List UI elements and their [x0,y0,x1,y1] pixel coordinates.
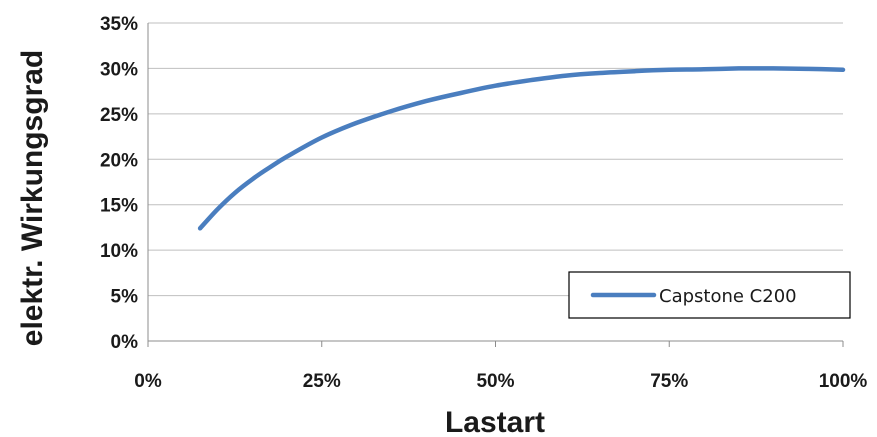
x-tick-label: 25% [303,371,341,392]
y-tick-label: 25% [100,105,138,126]
y-tick-label: 30% [100,59,138,80]
x-axis-title: Lastart [445,406,545,437]
y-tick-label: 15% [100,196,138,217]
x-tick-label: 0% [134,371,162,392]
x-tick-label: 100% [819,371,868,392]
y-tick-label: 0% [111,332,139,353]
y-axis-title: elektr. Wirkungsgrad [16,50,49,346]
y-tick-label: 35% [100,14,138,35]
series-line-0 [197,66,846,231]
x-tick-label: 50% [476,371,514,392]
legend: Capstone C200 [568,271,851,319]
y-axis-ticks: 0% 5% 10% 15% 20% 25% 30% 35% [100,14,138,353]
y-tick-label: 5% [111,287,139,308]
x-axis-ticks: 0% 25% 50% 75% 100% [134,371,867,392]
x-tick-label: 75% [650,371,688,392]
y-tick-label: 20% [100,150,138,171]
series-layer [197,66,846,231]
y-tick-label: 10% [100,241,138,262]
legend-label: Capstone C200 [659,286,797,307]
